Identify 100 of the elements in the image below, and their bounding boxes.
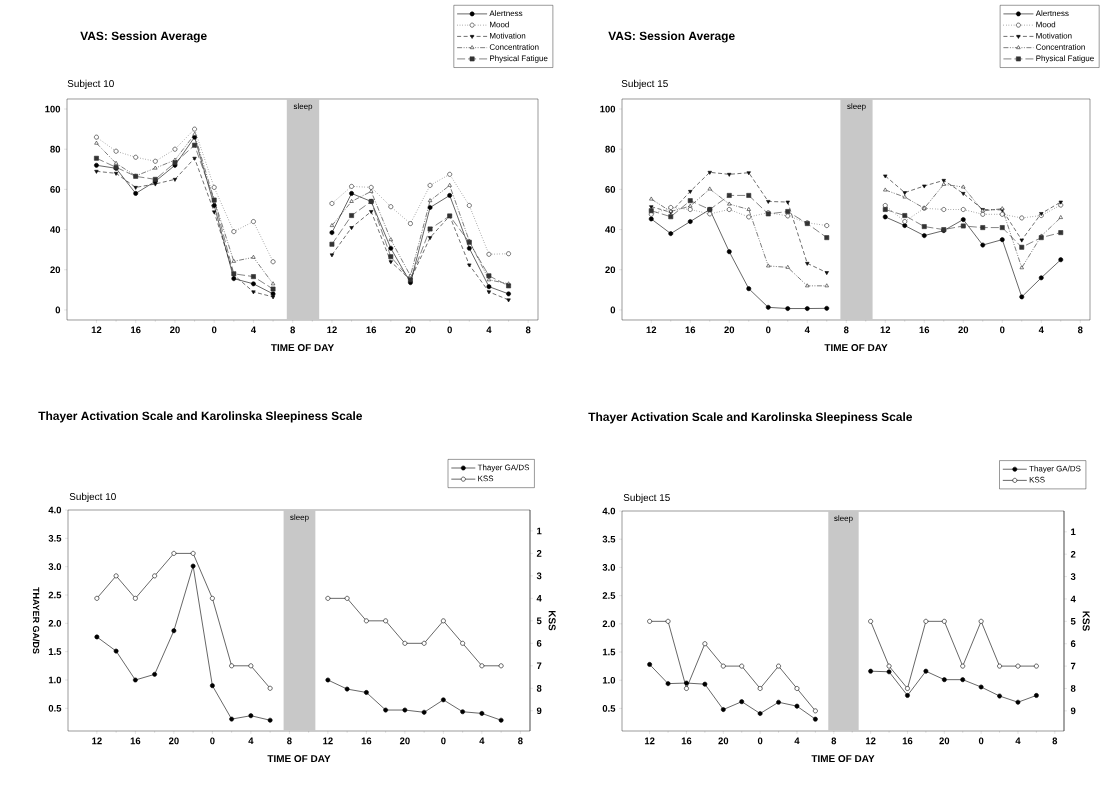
x-tick-label: 20 — [724, 326, 735, 334]
x-axis-title: TIME OF DAY — [267, 755, 331, 763]
y2-axis-title: KSS — [1082, 611, 1090, 631]
x-tick-label: 16 — [685, 326, 696, 334]
x-tick-label: 16 — [130, 737, 141, 745]
y2-tick-label: 1 — [1071, 528, 1076, 536]
x-tick-label: 20 — [939, 737, 950, 745]
x-tick-label: 8 — [518, 737, 523, 745]
x-tick-label: 4 — [479, 737, 485, 745]
y2-tick-label: 3 — [536, 572, 542, 580]
y-tick-label: 2.5 — [48, 591, 62, 599]
y-tick-label: 1.5 — [602, 648, 616, 656]
x-tick-label: 12 — [91, 326, 102, 334]
x-tick-label: 8 — [1077, 326, 1083, 334]
x-tick-label: 0 — [210, 737, 215, 745]
y-tick-label: 0.5 — [602, 705, 616, 712]
y-tick-label: 2.0 — [48, 619, 62, 627]
y2-tick-label: 5 — [1070, 618, 1076, 625]
y-tick-label: 80 — [50, 145, 61, 153]
y-tick-label: 60 — [605, 186, 616, 193]
y-tick-label: 80 — [605, 145, 616, 153]
x-tick-label: 20 — [405, 326, 416, 334]
y-tick-label: 100 — [45, 105, 61, 113]
y2-tick-label: 6 — [1070, 640, 1076, 648]
x-tick-label: 12 — [865, 737, 876, 745]
y2-tick-label: 8 — [536, 684, 542, 692]
x-tick-label: 4 — [486, 326, 492, 334]
x-tick-label: 12 — [880, 326, 891, 334]
y2-axis-title: KSS — [548, 610, 556, 631]
x-tick-label: 8 — [1052, 737, 1058, 745]
x-tick-label: 16 — [366, 326, 377, 334]
y2-tick-label: 7 — [1070, 662, 1076, 670]
y-tick-label: 4.0 — [48, 506, 62, 514]
y-tick-label: 3.5 — [602, 535, 616, 543]
y-tick-label: 20 — [605, 266, 616, 274]
y-tick-label: 0 — [610, 306, 616, 314]
y2-tick-label: 6 — [536, 639, 542, 647]
y2-tick-label: 3 — [1070, 573, 1076, 580]
x-tick-label: 8 — [287, 737, 292, 745]
x-tick-label: 4 — [248, 737, 254, 745]
y-tick-label: 4.0 — [602, 507, 616, 515]
x-tick-label: 8 — [290, 326, 296, 334]
y-tick-label: 3.0 — [48, 563, 62, 571]
y2-tick-label: 2 — [1070, 550, 1076, 558]
y2-tick-label: 5 — [536, 617, 542, 625]
y-tick-label: 3.5 — [48, 534, 62, 542]
y-tick-label: 1.0 — [48, 676, 62, 684]
y-tick-label: 40 — [50, 226, 61, 233]
y-tick-label: 1.5 — [48, 648, 62, 655]
x-tick-label: 8 — [843, 326, 849, 334]
x-tick-label: 20 — [168, 737, 179, 745]
y-tick-label: 100 — [600, 105, 616, 113]
x-tick-label: 16 — [361, 737, 372, 745]
chart-subtitle: Subject 15 — [623, 493, 670, 504]
y2-tick-label: 7 — [536, 662, 542, 670]
y-tick-label: 0.5 — [48, 704, 62, 712]
y-tick-label: 20 — [50, 266, 61, 274]
chart-subtitle: Subject 10 — [69, 492, 116, 503]
x-tick-label: 20 — [958, 326, 969, 334]
x-tick-label: 0 — [757, 737, 763, 745]
y-axis-title: THAYER GA/DS — [32, 587, 40, 654]
y2-tick-label: 4 — [1070, 595, 1076, 603]
x-tick-label: 16 — [902, 737, 913, 745]
x-tick-label: 8 — [525, 326, 531, 334]
y2-tick-label: 9 — [536, 707, 542, 715]
y-tick-label: 40 — [605, 226, 616, 233]
chart-title: VAS: Session Average — [608, 31, 735, 43]
y-tick-label: 60 — [50, 186, 61, 193]
chart-title: VAS: Session Average — [80, 31, 207, 43]
y-tick-label: 2.5 — [602, 592, 616, 599]
x-tick-label: 16 — [131, 326, 141, 334]
x-tick-label: 4 — [1015, 737, 1021, 745]
x-tick-label: 12 — [327, 326, 337, 334]
x-tick-label: 16 — [919, 326, 930, 334]
x-tick-label: 0 — [978, 737, 984, 745]
y-tick-label: 1.0 — [602, 676, 616, 684]
x-tick-label: 16 — [681, 737, 692, 745]
x-tick-label: 8 — [831, 737, 837, 745]
x-tick-label: 12 — [92, 737, 102, 745]
y2-tick-label: 8 — [1070, 685, 1076, 692]
y2-tick-label: 2 — [536, 550, 542, 557]
x-tick-label: 0 — [441, 737, 446, 745]
x-tick-label: 0 — [211, 326, 217, 334]
chart-title: Thayer Activation Scale and Karolinska Sleepiness Scale — [588, 412, 913, 424]
x-tick-label: 12 — [323, 737, 333, 745]
y-tick-label: 3.0 — [602, 564, 616, 571]
y-tick-label: 2.0 — [602, 620, 616, 628]
x-tick-label: 4 — [804, 326, 810, 334]
x-tick-label: 20 — [718, 737, 729, 745]
y2-tick-label: 4 — [536, 595, 542, 602]
y2-tick-label: 1 — [537, 527, 542, 535]
x-tick-label: 0 — [447, 326, 452, 334]
y2-tick-label: 9 — [1070, 707, 1076, 715]
chart-subtitle: Subject 10 — [67, 79, 114, 90]
x-tick-label: 12 — [644, 737, 655, 745]
x-tick-label: 4 — [250, 326, 257, 334]
y-tick-label: 0 — [55, 306, 61, 314]
x-tick-label: 20 — [170, 326, 180, 334]
chart-subtitle: Subject 15 — [621, 79, 668, 90]
chart-title: Thayer Activation Scale and Karolinska Sleepiness Scale — [38, 411, 363, 423]
